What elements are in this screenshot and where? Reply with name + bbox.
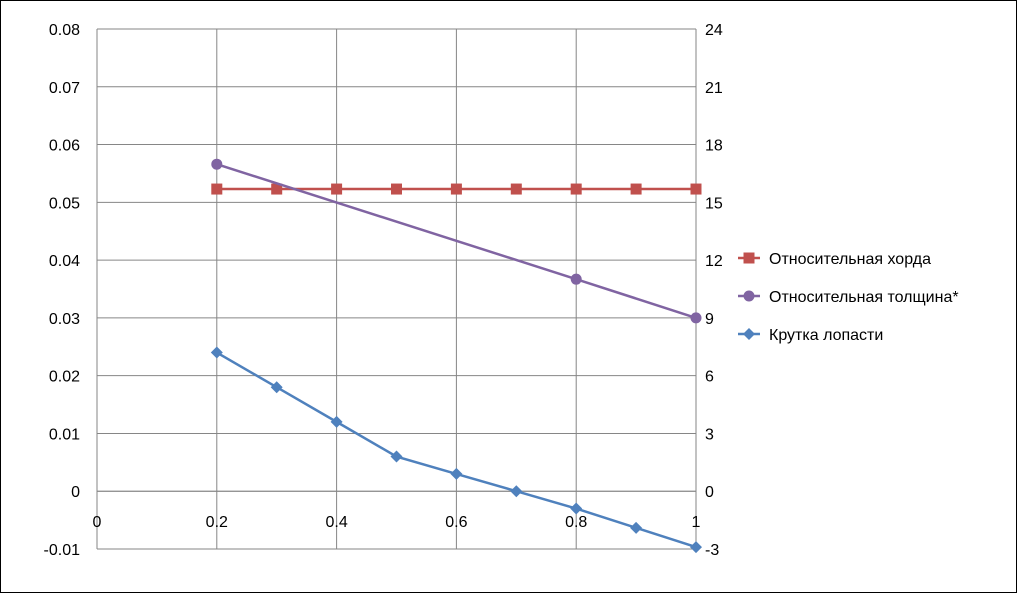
data-point — [690, 312, 702, 324]
data-point — [211, 183, 223, 195]
right-axis-tick-label: 15 — [705, 195, 723, 212]
left-axis-tick-label: 0.06 — [49, 138, 80, 155]
left-axis-tick-labels: 0.08 0.07 0.06 0.05 0.04 0.03 0.02 0.01 0 -0.01 — [44, 22, 81, 559]
left-axis-tick-label: 0 — [71, 484, 80, 501]
data-point — [690, 541, 702, 554]
data-point — [271, 183, 283, 195]
left-axis-tick-label: -0.01 — [44, 542, 81, 559]
legend: Относительная хорда Относительная толщина… — [738, 251, 959, 344]
data-point — [450, 467, 463, 480]
data-point — [690, 183, 702, 195]
x-axis-tick-label: 1 — [692, 514, 701, 531]
right-axis-tick-label: 6 — [705, 369, 714, 386]
right-axis-tick-label: 18 — [705, 138, 723, 155]
right-axis-tick-label: 21 — [705, 80, 723, 97]
left-axis-tick-label: 0.08 — [49, 22, 80, 39]
left-axis-tick-label: 0.01 — [49, 426, 80, 443]
left-axis-tick-label: 0.07 — [49, 80, 80, 97]
data-point — [270, 381, 283, 394]
legend-marker — [743, 328, 755, 340]
data-point — [391, 183, 402, 195]
right-axis-tick-label: 12 — [705, 253, 723, 270]
right-axis-tick-label: 0 — [705, 484, 714, 501]
legend-marker — [743, 290, 755, 302]
right-axis-tick-label: -3 — [705, 542, 719, 559]
legend-label: Относительная хорда — [769, 251, 931, 268]
x-axis-tick-label: 0.8 — [565, 514, 587, 531]
right-axis-tick-labels: 24 21 18 15 12 9 6 3 0 -3 — [705, 22, 723, 559]
data-point — [630, 521, 643, 534]
series-3 — [210, 346, 702, 554]
x-axis-tick-label: 0.4 — [325, 514, 347, 531]
data-point — [211, 158, 223, 170]
x-axis-tick-labels: 0 0.2 0.4 0.6 0.8 1 — [93, 514, 701, 531]
right-axis-tick-label: 9 — [705, 311, 714, 328]
data-point — [570, 183, 582, 195]
data-point — [570, 502, 583, 515]
x-axis-tick-label: 0.6 — [445, 514, 467, 531]
data-point — [210, 346, 223, 359]
left-axis-tick-label: 0.04 — [49, 253, 80, 270]
series-2 — [211, 158, 702, 324]
right-axis-tick-label: 3 — [705, 426, 714, 443]
legend-label: Крутка лопасти — [769, 327, 883, 344]
data-point — [330, 415, 343, 428]
data-point — [331, 183, 343, 195]
legend-label: Относительная толщина* — [769, 289, 959, 306]
right-axis-tick-label: 24 — [705, 22, 723, 39]
left-axis-tick-label: 0.02 — [49, 369, 80, 386]
x-axis-tick-label: 0 — [93, 514, 102, 531]
x-axis-tick-label: 0.2 — [206, 514, 228, 531]
data-point — [570, 273, 582, 285]
series-group — [210, 158, 702, 554]
legend-marker — [743, 252, 755, 264]
left-axis-tick-label: 0.05 — [49, 195, 80, 212]
data-point — [450, 183, 462, 195]
data-point — [510, 485, 523, 498]
axes — [96, 29, 697, 550]
data-point — [630, 183, 642, 195]
left-axis-tick-label: 0.03 — [49, 311, 80, 328]
data-point — [390, 450, 403, 463]
data-point — [510, 183, 522, 195]
